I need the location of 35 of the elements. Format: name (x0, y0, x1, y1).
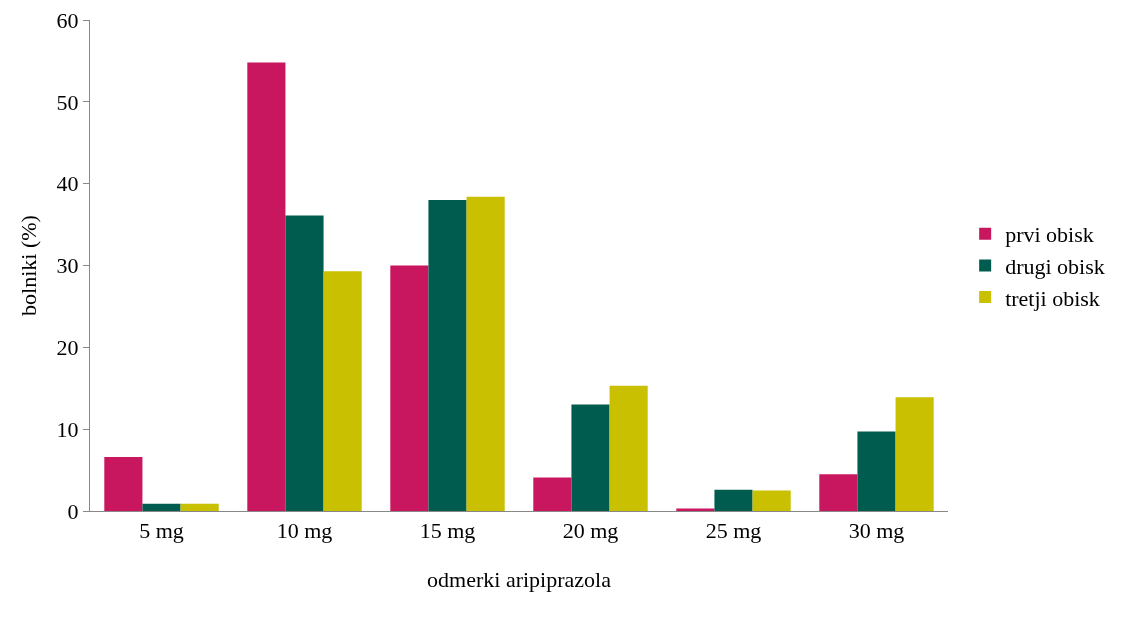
bar (390, 265, 429, 511)
bar (533, 477, 572, 511)
legend-label: prvi obisk (1005, 222, 1094, 248)
x-tick-label: 30 mg (848, 518, 905, 544)
y-tick-label: 20 (56, 335, 79, 361)
x-tick-label: 20 mg (562, 518, 619, 544)
bar (714, 489, 753, 511)
y-tick-label: 30 (56, 253, 79, 279)
y-axis-title: bolniki (%) (16, 215, 41, 316)
legend-label: drugi obisk (1005, 253, 1105, 279)
x-tick-label: 25 mg (705, 518, 762, 544)
bar (285, 215, 324, 511)
bar (466, 196, 505, 511)
bar (180, 503, 219, 511)
y-tick-label: 40 (56, 171, 79, 197)
x-tick-label: 15 mg (419, 518, 476, 544)
bar (752, 490, 791, 511)
bar (819, 474, 858, 511)
y-tick-label: 0 (67, 498, 79, 524)
bar (609, 385, 648, 511)
bar (571, 404, 610, 511)
x-tick-label: 5 mg (139, 518, 184, 544)
y-tick-label: 50 (56, 89, 79, 115)
bar (323, 271, 362, 511)
bar (895, 397, 934, 511)
y-tick-label: 10 (56, 416, 79, 442)
bar (428, 200, 467, 511)
bar (857, 431, 896, 511)
legend-label: tretji obisk (1005, 285, 1100, 311)
x-axis-title: odmerki aripiprazola (427, 567, 612, 592)
bar (104, 456, 143, 511)
bar (247, 62, 286, 511)
y-tick-label: 60 (56, 7, 79, 33)
bar (142, 503, 181, 511)
x-tick-label: 10 mg (276, 518, 333, 544)
